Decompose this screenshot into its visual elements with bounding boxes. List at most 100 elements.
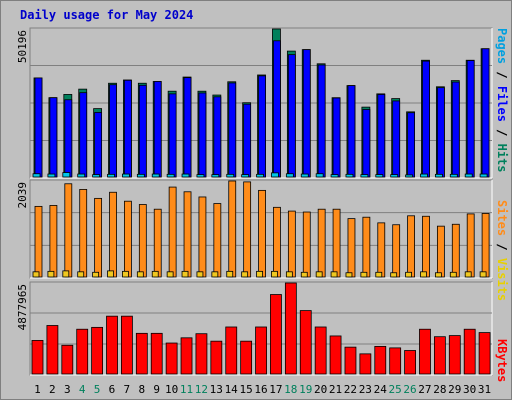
side-label-panel1: Pages / Files / Hits bbox=[495, 28, 509, 173]
bar-kbytes-day-11 bbox=[180, 337, 193, 375]
bar-kbytes-day-26 bbox=[404, 350, 416, 375]
bar-pages-day-18 bbox=[285, 173, 294, 178]
bar-sites-day-9 bbox=[151, 270, 159, 278]
bar-sites-day-20 bbox=[315, 271, 323, 278]
bar-sites-day-21 bbox=[330, 271, 338, 278]
bar-visits-day-13 bbox=[213, 203, 222, 278]
bar-files-day-27 bbox=[422, 60, 430, 178]
bar-sites-day-4 bbox=[77, 271, 85, 278]
bar-sites-day-31 bbox=[479, 271, 487, 278]
x-tick-label-day-1: 1 bbox=[34, 383, 41, 396]
bar-sites-day-7 bbox=[122, 270, 129, 278]
bar-kbytes-day-7 bbox=[121, 315, 133, 375]
bar-files-day-15 bbox=[243, 103, 252, 178]
x-tick-label-day-17: 17 bbox=[269, 383, 282, 396]
bar-visits-day-9 bbox=[153, 208, 162, 278]
bar-files-day-29 bbox=[451, 81, 460, 178]
bar-visits-day-31 bbox=[481, 213, 490, 278]
side-label-part-panel1-4: Hits bbox=[495, 144, 509, 173]
bar-files-day-5 bbox=[94, 112, 103, 178]
bar-kbytes-day-9 bbox=[150, 332, 163, 375]
bar-pages-day-31 bbox=[479, 173, 488, 178]
bar-pages-day-9 bbox=[151, 173, 160, 178]
bar-kbytes-day-3 bbox=[61, 344, 74, 375]
bar-files-day-12 bbox=[198, 92, 207, 178]
bar-files-day-22 bbox=[347, 85, 356, 178]
bar-visits-day-1 bbox=[34, 205, 43, 278]
bar-kbytes-day-23 bbox=[359, 353, 372, 375]
bar-visits-day-12 bbox=[198, 196, 207, 278]
bar-visits-day-26 bbox=[407, 215, 415, 278]
bar-visits-day-16 bbox=[258, 189, 266, 278]
bar-files-day-31 bbox=[481, 48, 490, 178]
bar-sites-day-30 bbox=[464, 271, 472, 278]
bar-pages-day-22 bbox=[345, 173, 354, 178]
bar-pages-day-21 bbox=[330, 174, 339, 178]
bar-sites-day-24 bbox=[375, 271, 383, 278]
bar-kbytes-day-5 bbox=[91, 326, 104, 375]
bar-sites-day-22 bbox=[345, 272, 353, 278]
bar-sites-day-10 bbox=[166, 271, 174, 278]
bar-files-day-16 bbox=[258, 75, 266, 178]
bar-pages-day-3 bbox=[62, 172, 71, 178]
x-tick-label-day-10: 10 bbox=[165, 383, 178, 396]
x-tick-label-day-3: 3 bbox=[64, 383, 71, 396]
x-tick-label-day-14: 14 bbox=[225, 383, 239, 396]
bar-kbytes-day-18 bbox=[284, 282, 297, 375]
x-tick-label-day-26: 26 bbox=[403, 383, 416, 396]
bar-files-day-1 bbox=[34, 77, 43, 178]
y-tick-label-kbytes: 4877965 bbox=[16, 284, 29, 330]
x-tick-label-day-28: 28 bbox=[433, 383, 446, 396]
bar-sites-day-28 bbox=[434, 272, 442, 278]
x-tick-label-day-5: 5 bbox=[94, 383, 101, 396]
bar-sites-day-15 bbox=[241, 271, 249, 278]
bar-files-day-18 bbox=[287, 54, 296, 178]
bar-files-day-11 bbox=[183, 77, 192, 178]
bar-kbytes-day-14 bbox=[225, 326, 238, 375]
bar-sites-day-16 bbox=[256, 270, 263, 278]
bar-visits-day-11 bbox=[183, 191, 192, 278]
bar-files-day-17 bbox=[273, 40, 281, 178]
x-tick-label-day-31: 31 bbox=[478, 383, 491, 396]
bar-pages-day-28 bbox=[434, 173, 443, 178]
bar-visits-day-3 bbox=[64, 183, 73, 278]
bar-files-day-30 bbox=[466, 60, 475, 178]
x-tick-label-day-13: 13 bbox=[210, 383, 223, 396]
side-label-part-panel1-2: Files bbox=[495, 86, 509, 122]
x-tick-label-day-12: 12 bbox=[195, 383, 208, 396]
bar-sites-day-14 bbox=[226, 270, 234, 278]
x-tick-label-day-4: 4 bbox=[79, 383, 86, 396]
bar-visits-day-21 bbox=[332, 208, 341, 278]
bar-kbytes-day-25 bbox=[389, 347, 402, 375]
bar-files-day-8 bbox=[138, 84, 147, 178]
bar-visits-day-2 bbox=[49, 205, 58, 278]
x-tick-label-day-7: 7 bbox=[124, 383, 131, 396]
bar-kbytes-day-17 bbox=[270, 294, 282, 375]
bar-visits-day-10 bbox=[168, 186, 177, 278]
x-tick-label-day-16: 16 bbox=[254, 383, 267, 396]
bar-pages-day-20 bbox=[315, 173, 324, 178]
bar-files-day-4 bbox=[79, 92, 88, 178]
bar-kbytes-day-6 bbox=[106, 315, 118, 375]
bar-pages-day-24 bbox=[375, 174, 384, 178]
bar-kbytes-day-16 bbox=[255, 326, 267, 375]
bar-pages-day-25 bbox=[390, 174, 399, 178]
bar-pages-day-17 bbox=[271, 172, 279, 178]
bar-sites-day-1 bbox=[32, 271, 40, 278]
bar-files-day-21 bbox=[332, 97, 341, 178]
y-tick-label-hits-files-pages: 50196 bbox=[16, 30, 29, 63]
bar-pages-day-11 bbox=[181, 173, 190, 178]
x-tick-label-day-27: 27 bbox=[418, 383, 431, 396]
bar-visits-day-17 bbox=[273, 206, 281, 278]
bar-files-day-28 bbox=[436, 87, 445, 178]
bar-pages-day-13 bbox=[211, 174, 220, 178]
x-tick-label-day-24: 24 bbox=[374, 383, 388, 396]
bar-sites-day-25 bbox=[390, 272, 398, 278]
side-label-part-panel1-3: / bbox=[495, 122, 509, 144]
side-label-part-panel1-0: Pages bbox=[495, 28, 509, 64]
bar-visits-day-27 bbox=[422, 215, 430, 278]
x-tick-label-day-23: 23 bbox=[359, 383, 372, 396]
side-label-panel3: KBytes bbox=[495, 339, 509, 382]
x-tick-label-day-30: 30 bbox=[463, 383, 476, 396]
